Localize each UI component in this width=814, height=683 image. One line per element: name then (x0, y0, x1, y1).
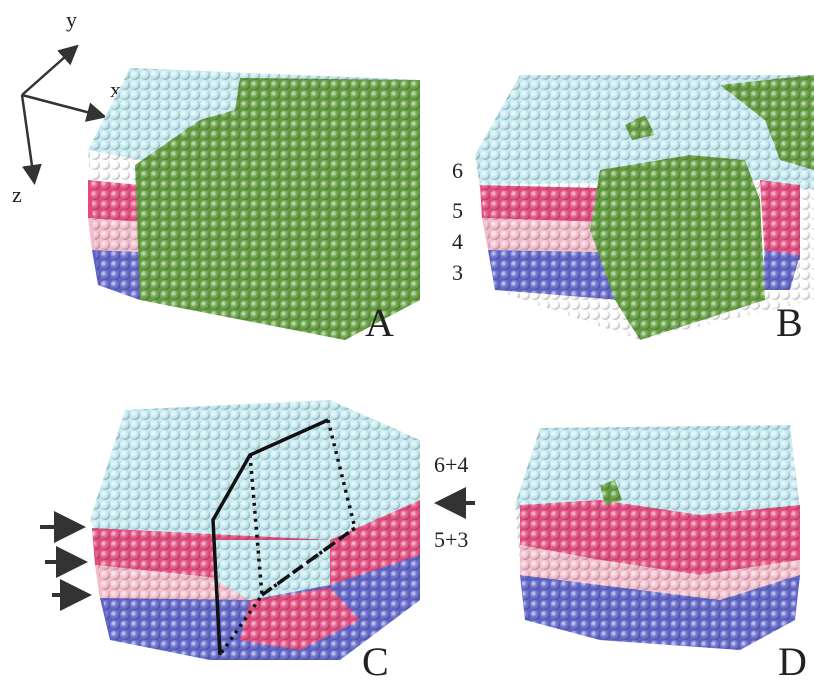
panel-c-block (90, 400, 420, 660)
panel-label: C (362, 639, 389, 683)
panel-label: B (776, 300, 803, 345)
panel-b-block (475, 75, 814, 340)
panel-d-block (515, 425, 800, 650)
layer-label: 5 (452, 198, 463, 223)
panel-label: D (778, 639, 807, 683)
page: y x z A 6 5 4 3 B (0, 0, 814, 683)
layer-label: 6+4 (434, 452, 468, 477)
figure: y x z A 6 5 4 3 B (0, 0, 814, 683)
axis-label-y: y (66, 7, 77, 32)
layer-label: 3 (452, 260, 463, 285)
axis-label-z: z (12, 182, 22, 207)
layer-label: 6 (452, 158, 463, 183)
layer-label: 4 (452, 229, 463, 254)
panel-label: A (365, 300, 394, 345)
layer-label: 5+3 (434, 527, 468, 552)
